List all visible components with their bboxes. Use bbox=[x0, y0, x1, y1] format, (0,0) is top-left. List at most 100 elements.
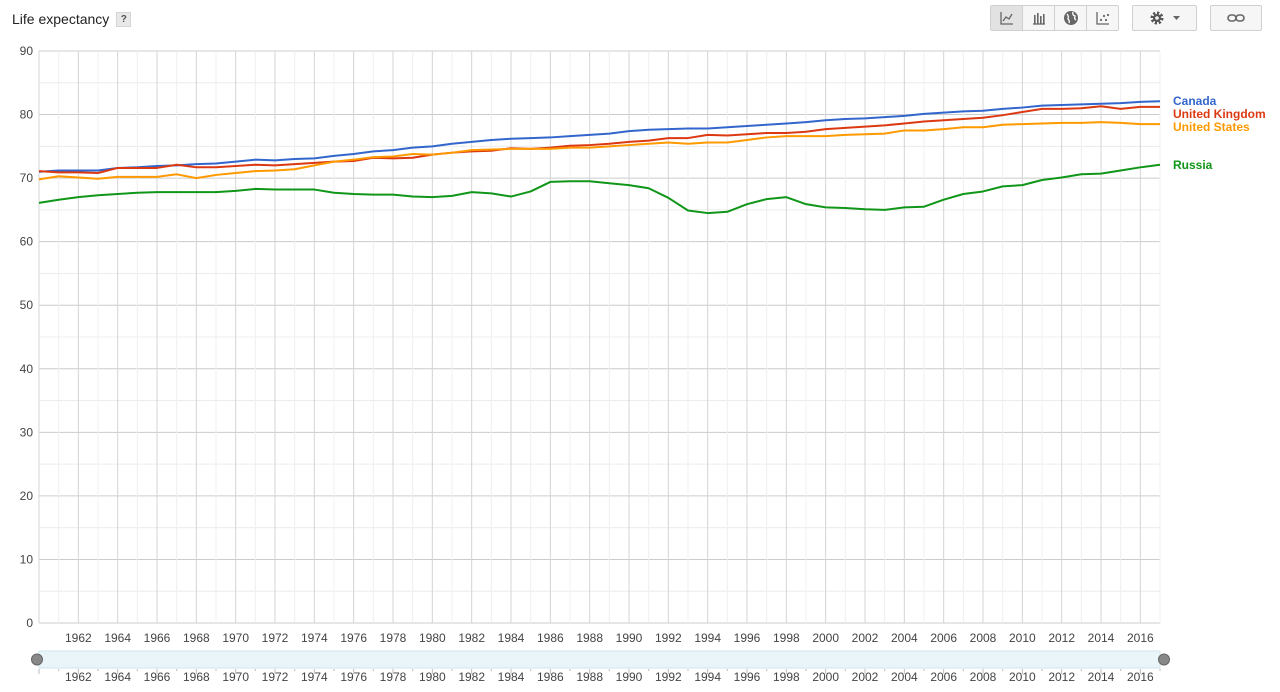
bar-chart-icon bbox=[1032, 13, 1045, 25]
slider-tick-label: 1970 bbox=[222, 670, 249, 684]
legend-label-russia: Russia bbox=[1173, 158, 1213, 172]
help-icon[interactable]: ? bbox=[116, 11, 132, 27]
x-tick-label: 1998 bbox=[773, 631, 800, 645]
scatter-button[interactable] bbox=[1087, 6, 1118, 30]
x-tick-label: 1964 bbox=[104, 631, 131, 645]
y-axis-ticks: 0 10 20 30 40 50 60 70 80 90 bbox=[20, 44, 34, 630]
gear-icon bbox=[1150, 11, 1164, 25]
slider-tick-label: 2012 bbox=[1048, 670, 1075, 684]
slider-tick-label: 1972 bbox=[262, 670, 289, 684]
slider-tick-label: 2016 bbox=[1127, 670, 1154, 684]
slider-tick-label: 1980 bbox=[419, 670, 446, 684]
slider-tick-label: 1962 bbox=[65, 670, 92, 684]
x-tick-label: 2002 bbox=[852, 631, 879, 645]
x-tick-label: 2016 bbox=[1127, 631, 1154, 645]
slider-tick-label: 1998 bbox=[773, 670, 800, 684]
chart-grid bbox=[38, 50, 1161, 624]
x-tick-label: 2000 bbox=[812, 631, 839, 645]
x-tick-label: 1968 bbox=[183, 631, 210, 645]
x-tick-label: 1972 bbox=[262, 631, 289, 645]
x-tick-label: 2010 bbox=[1009, 631, 1036, 645]
x-tick-label: 1994 bbox=[694, 631, 721, 645]
link-button[interactable] bbox=[1210, 5, 1262, 31]
slider-tick-label: 1986 bbox=[537, 670, 564, 684]
slider-tick-label: 1966 bbox=[144, 670, 171, 684]
x-tick-label: 1978 bbox=[380, 631, 407, 645]
x-tick-label: 1988 bbox=[576, 631, 603, 645]
slider-tick-label: 2000 bbox=[812, 670, 839, 684]
series-line-united-kingdom bbox=[38, 105, 1160, 175]
slider-tick-label: 2008 bbox=[970, 670, 997, 684]
range-slider: 1962 1964 1966 1968 1970 1972 1974 1976 1978 1980… bbox=[31, 650, 1170, 684]
series-line-russia bbox=[38, 163, 1161, 215]
legend-label-united-kingdom: United Kingdom bbox=[1173, 107, 1266, 121]
x-tick-label: 2014 bbox=[1088, 631, 1115, 645]
y-tick-label: 80 bbox=[20, 108, 34, 122]
series-lines bbox=[38, 100, 1161, 215]
y-tick-label: 90 bbox=[20, 44, 34, 58]
legend-label-united-states: United States bbox=[1173, 120, 1250, 134]
slider-tick-label: 1992 bbox=[655, 670, 682, 684]
x-tick-label: 1976 bbox=[340, 631, 367, 645]
globe-icon bbox=[1063, 11, 1078, 25]
x-tick-label: 1996 bbox=[734, 631, 761, 645]
y-tick-label: 50 bbox=[20, 298, 34, 312]
slider-handle-end[interactable] bbox=[1158, 653, 1170, 666]
slider-tick-label: 2006 bbox=[930, 670, 957, 684]
x-tick-label: 1984 bbox=[498, 631, 525, 645]
slider-tick-label: 1982 bbox=[458, 670, 485, 684]
link-icon bbox=[1227, 14, 1245, 22]
x-tick-label: 1992 bbox=[655, 631, 682, 645]
slider-tick-label: 2002 bbox=[852, 670, 879, 684]
slider-tick-label: 1994 bbox=[694, 670, 721, 684]
slider-tick-label: 1968 bbox=[183, 670, 210, 684]
y-tick-label: 0 bbox=[26, 616, 33, 630]
chart-title: Life expectancy bbox=[12, 11, 110, 27]
y-tick-label: 10 bbox=[20, 552, 34, 566]
scatter-icon bbox=[1095, 12, 1109, 25]
y-tick-label: 70 bbox=[20, 171, 34, 185]
chart-toolbar bbox=[990, 5, 1280, 31]
slider-handle-start[interactable] bbox=[31, 653, 43, 666]
slider-track bbox=[38, 650, 1161, 669]
slider-tick-label: 2010 bbox=[1009, 670, 1036, 684]
bar-chart-button[interactable] bbox=[1023, 6, 1055, 30]
x-tick-label: 1970 bbox=[222, 631, 249, 645]
x-tick-label: 1982 bbox=[458, 631, 485, 645]
line-chart-button[interactable] bbox=[991, 6, 1023, 30]
x-tick-label: 1974 bbox=[301, 631, 328, 645]
x-tick-label: 1962 bbox=[65, 631, 92, 645]
slider-tick-label: 2004 bbox=[891, 670, 918, 684]
slider-tick-label: 1988 bbox=[576, 670, 603, 684]
slider-tick-label: 1996 bbox=[734, 670, 761, 684]
chevron-down-icon bbox=[1173, 15, 1180, 20]
map-button[interactable] bbox=[1055, 6, 1087, 30]
x-tick-label: 2012 bbox=[1048, 631, 1075, 645]
x-tick-label: 1966 bbox=[144, 631, 171, 645]
slider-tick-label: 1978 bbox=[380, 670, 407, 684]
x-tick-label: 1990 bbox=[616, 631, 643, 645]
slider-tick-label: 1974 bbox=[301, 670, 328, 684]
y-tick-label: 20 bbox=[20, 489, 34, 503]
slider-tick-label: 2014 bbox=[1088, 670, 1115, 684]
x-axis-ticks: 1962 1964 1966 1968 1970 1972 1974 1976 1978 1980… bbox=[65, 631, 1154, 645]
y-tick-label: 40 bbox=[20, 362, 34, 376]
x-tick-label: 1986 bbox=[537, 631, 564, 645]
y-tick-label: 60 bbox=[20, 235, 34, 249]
y-tick-label: 30 bbox=[20, 425, 34, 439]
series-line-united-states bbox=[38, 121, 1160, 181]
x-tick-label: 1980 bbox=[419, 631, 446, 645]
x-tick-label: 2004 bbox=[891, 631, 918, 645]
x-tick-label: 2006 bbox=[930, 631, 957, 645]
slider-tick-label: 1990 bbox=[616, 670, 643, 684]
slider-tick-label: 1984 bbox=[498, 670, 525, 684]
view-switcher bbox=[990, 5, 1119, 31]
legend-label-canada: Canada bbox=[1173, 94, 1217, 108]
slider-tick-label: 1976 bbox=[340, 670, 367, 684]
x-tick-label: 2008 bbox=[970, 631, 997, 645]
settings-button[interactable] bbox=[1132, 5, 1197, 31]
chart-title-bar: Life expectancy ? bbox=[12, 11, 132, 27]
series-line-canada bbox=[38, 100, 1161, 173]
